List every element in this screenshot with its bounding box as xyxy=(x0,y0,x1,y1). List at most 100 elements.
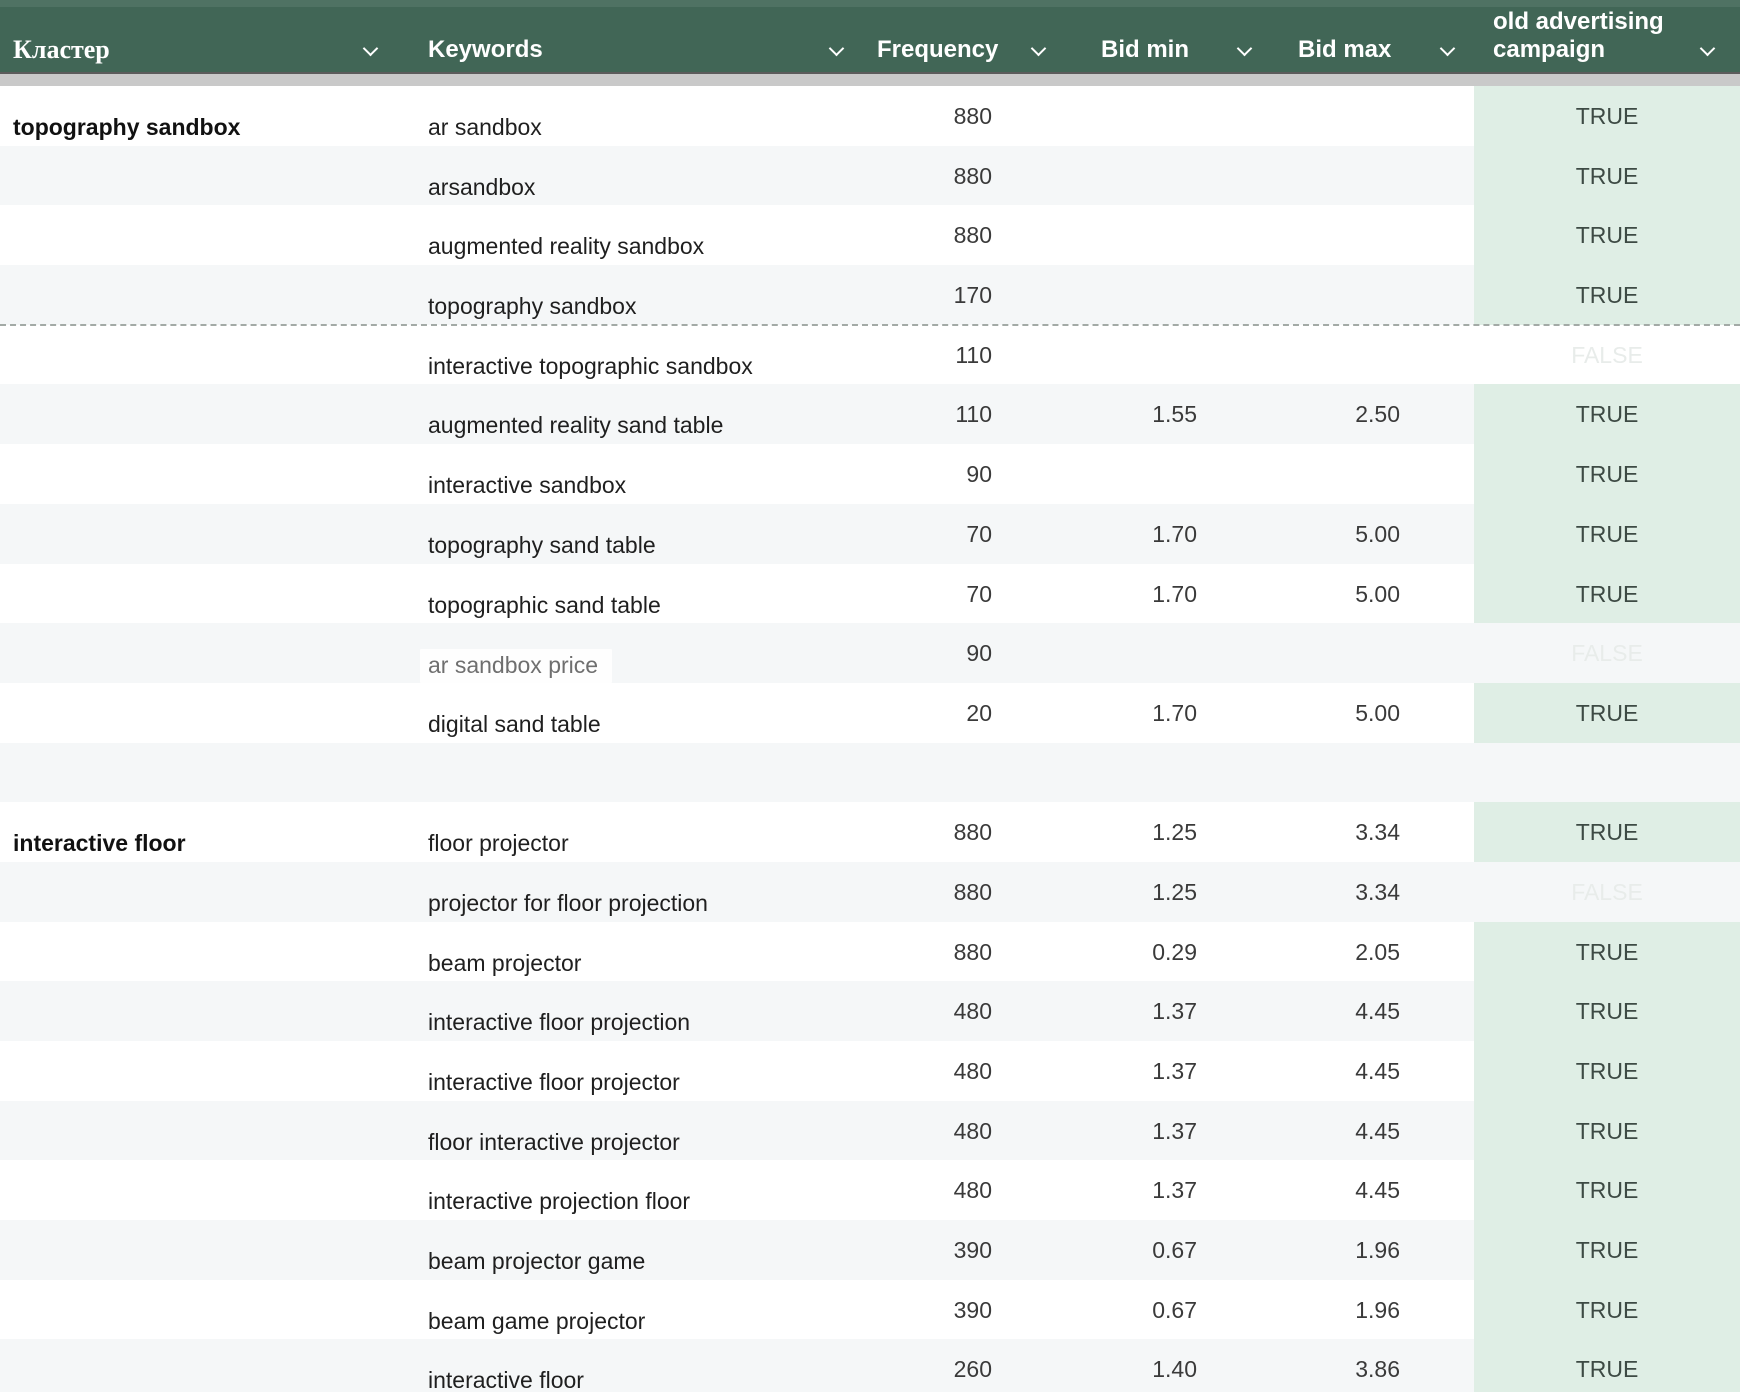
bid-min-cell[interactable]: 1.70 xyxy=(1152,580,1197,607)
keyword-cell[interactable]: interactive projection floor xyxy=(428,1188,691,1215)
cluster-cell[interactable] xyxy=(0,504,390,564)
column-header-cluster[interactable]: Кластер xyxy=(13,35,110,64)
frequency-cell[interactable] xyxy=(830,743,1000,803)
cluster-cell[interactable] xyxy=(0,384,390,444)
column-header-old-advertising-campaign[interactable]: old advertising campaign xyxy=(1493,8,1664,63)
bid-min-cell[interactable]: 1.25 xyxy=(1152,878,1197,905)
column-header-bid-min[interactable]: Bid min xyxy=(1101,36,1189,63)
campaign-cell[interactable]: TRUE xyxy=(1474,145,1740,206)
bid-min-cell[interactable] xyxy=(1000,146,1205,206)
frequency-cell[interactable]: 390 xyxy=(953,1296,992,1323)
keyword-cell[interactable]: beam projector game xyxy=(428,1248,646,1275)
column-header-frequency[interactable]: Frequency xyxy=(877,36,999,63)
cluster-cell[interactable] xyxy=(0,265,390,325)
bid-max-cell[interactable]: 5.00 xyxy=(1355,520,1400,547)
keyword-cell[interactable]: interactive floor xyxy=(428,1367,584,1392)
bid-min-cell[interactable]: 1.40 xyxy=(1152,1356,1197,1383)
cluster-cell[interactable] xyxy=(0,981,390,1041)
bid-max-cell[interactable]: 3.34 xyxy=(1355,878,1400,905)
bid-min-cell[interactable]: 0.67 xyxy=(1152,1237,1197,1264)
cluster-cell[interactable] xyxy=(0,1041,390,1101)
frequency-cell[interactable]: 880 xyxy=(953,222,992,249)
bid-max-cell[interactable]: 5.00 xyxy=(1355,580,1400,607)
bid-min-cell[interactable]: 0.67 xyxy=(1152,1296,1197,1323)
keyword-cell[interactable]: interactive floor projector xyxy=(428,1069,680,1095)
bid-min-cell[interactable]: 1.37 xyxy=(1152,1177,1197,1204)
bid-max-cell[interactable]: 5.00 xyxy=(1355,699,1400,726)
campaign-cell[interactable]: TRUE xyxy=(1474,682,1740,743)
bid-min-cell[interactable]: 1.70 xyxy=(1152,699,1197,726)
frequency-cell[interactable]: 260 xyxy=(953,1356,992,1383)
keyword-cell[interactable] xyxy=(390,743,830,803)
bid-max-cell[interactable]: 2.50 xyxy=(1355,401,1400,428)
bid-min-cell[interactable]: 0.29 xyxy=(1152,938,1197,965)
keyword-cell[interactable]: interactive topographic sandbox xyxy=(428,352,753,379)
frequency-cell[interactable]: 70 xyxy=(966,580,992,607)
campaign-cell[interactable]: FALSE xyxy=(1571,341,1643,368)
campaign-cell[interactable]: TRUE xyxy=(1474,802,1740,862)
keyword-cell[interactable]: projector for floor projection xyxy=(428,889,708,916)
bid-max-cell[interactable] xyxy=(1205,325,1405,385)
cluster-cell[interactable] xyxy=(0,1101,390,1161)
campaign-cell[interactable]: TRUE xyxy=(1474,1100,1740,1161)
keyword-cell[interactable]: ar sandbox price xyxy=(390,623,830,683)
campaign-cell[interactable] xyxy=(1474,743,1740,803)
bid-min-cell[interactable]: 1.37 xyxy=(1152,998,1197,1025)
campaign-cell[interactable]: TRUE xyxy=(1474,265,1740,325)
bid-min-cell[interactable]: 1.55 xyxy=(1152,401,1197,428)
keyword-cell[interactable]: beam game projector xyxy=(428,1307,646,1334)
frequency-cell[interactable]: 70 xyxy=(966,520,992,547)
cluster-cell[interactable] xyxy=(0,922,390,982)
bid-min-cell[interactable] xyxy=(1000,86,1205,146)
cluster-cell[interactable] xyxy=(0,1280,390,1340)
keyword-cell[interactable]: floor projector xyxy=(428,830,569,857)
campaign-cell[interactable]: TRUE xyxy=(1474,1160,1740,1221)
chevron-down-icon[interactable] xyxy=(1031,42,1047,58)
cluster-cell[interactable] xyxy=(0,564,390,624)
bid-min-cell[interactable]: 1.37 xyxy=(1152,1058,1197,1084)
campaign-cell[interactable]: TRUE xyxy=(1474,1339,1740,1392)
bid-min-cell[interactable] xyxy=(1000,265,1205,325)
bid-min-cell[interactable]: 1.25 xyxy=(1152,819,1197,846)
cluster-cell[interactable] xyxy=(0,146,390,206)
bid-max-cell[interactable]: 3.34 xyxy=(1355,819,1400,846)
campaign-cell[interactable]: FALSE xyxy=(1571,878,1643,905)
bid-max-cell[interactable] xyxy=(1205,205,1405,265)
keyword-cell[interactable]: topographic sand table xyxy=(428,591,661,618)
bid-max-cell[interactable] xyxy=(1205,86,1405,146)
bid-min-cell[interactable] xyxy=(1000,205,1205,265)
cluster-cell[interactable] xyxy=(0,743,390,803)
bid-max-cell[interactable] xyxy=(1205,623,1405,683)
frequency-cell[interactable]: 90 xyxy=(966,461,992,488)
frequency-cell[interactable]: 880 xyxy=(953,938,992,965)
bid-max-cell[interactable]: 3.86 xyxy=(1355,1356,1400,1383)
bid-min-cell[interactable] xyxy=(1000,325,1205,385)
keyword-cell[interactable]: beam projector xyxy=(428,949,582,976)
frequency-cell[interactable]: 880 xyxy=(953,878,992,905)
campaign-cell[interactable]: TRUE xyxy=(1474,86,1740,146)
chevron-down-icon[interactable] xyxy=(363,42,379,58)
chevron-down-icon[interactable] xyxy=(829,42,845,58)
cluster-cell[interactable] xyxy=(0,1160,390,1220)
column-header-bid-max[interactable]: Bid max xyxy=(1298,36,1392,63)
frequency-cell[interactable]: 90 xyxy=(966,640,992,667)
frequency-cell[interactable]: 110 xyxy=(955,341,992,368)
bid-min-cell[interactable]: 1.70 xyxy=(1152,520,1197,547)
keyword-cell[interactable]: arsandbox xyxy=(428,173,536,200)
chevron-down-icon[interactable] xyxy=(1440,42,1456,58)
cluster-cell[interactable] xyxy=(0,623,390,683)
campaign-cell[interactable]: TRUE xyxy=(1474,1220,1740,1280)
keyword-cell[interactable]: digital sand table xyxy=(428,710,601,737)
campaign-cell[interactable]: TRUE xyxy=(1474,981,1740,1041)
frequency-cell[interactable]: 170 xyxy=(953,282,992,309)
campaign-cell[interactable]: TRUE xyxy=(1474,444,1740,504)
bid-min-cell[interactable] xyxy=(1000,743,1205,803)
campaign-cell[interactable]: TRUE xyxy=(1474,1041,1740,1101)
frequency-cell[interactable]: 480 xyxy=(953,1058,992,1084)
campaign-cell[interactable]: TRUE xyxy=(1474,921,1740,982)
keyword-cell[interactable]: augmented reality sandbox xyxy=(428,233,705,260)
keyword-cell[interactable]: interactive floor projection xyxy=(428,1009,691,1036)
chevron-down-icon[interactable] xyxy=(1700,42,1716,58)
cluster-cell[interactable] xyxy=(0,1220,390,1280)
frequency-cell[interactable]: 110 xyxy=(955,401,992,428)
